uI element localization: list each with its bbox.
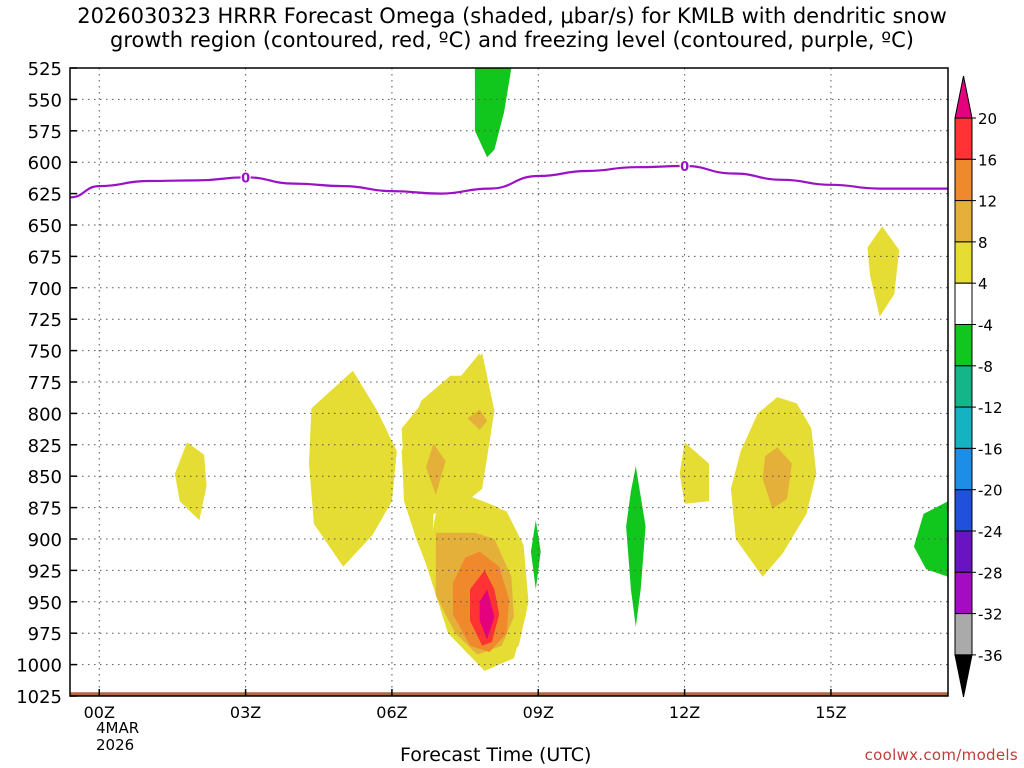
chart-title-line2: growth region (contoured, red, ºC) and f… [110,28,914,52]
freezing-level-label-bg-1 [679,159,690,172]
colorbar-label: -4 [978,317,993,335]
x-axis-title: Forecast Time (UTC) [400,744,592,766]
x-tick-label: 09Z [523,703,554,722]
y-tick-label: 1025 [16,687,62,708]
y-tick-label: 1000 [16,656,62,677]
colorbar-swatch [954,530,973,573]
colorbar-swatch [954,365,973,408]
y-tick-label: 775 [28,373,62,394]
omega-shading-layer [174,68,948,671]
init-date-day: 4MAR [96,719,140,737]
rising-omega-955mb-20plus [479,589,495,640]
y-tick-label: 550 [28,90,62,111]
y-tick-label: 975 [28,624,62,645]
colorbar-swatch [954,117,973,160]
x-tick-label: 06Z [376,703,407,722]
colorbar-label: -32 [978,606,1003,624]
x-tick-label: 00Z [84,703,115,722]
sinking-omega-900mb-09z [530,520,541,590]
y-tick-label: 850 [28,467,62,488]
colorbar-label: 16 [978,151,997,169]
colorbar-label: -12 [978,399,1003,417]
rising-omega-850mb-01z [174,442,207,521]
colorbar-swatch [954,489,973,532]
init-date-label: 4MAR 2026 [96,720,139,754]
colorbar-swatch [954,447,973,491]
y-axis: 525 550 575 600 625 650 675 700 725 750 775 800 825 8… [16,59,77,708]
colorbar-swatch [954,613,973,656]
init-date-year: 2026 [96,736,135,754]
colorbar-bottom-arrow [954,654,973,697]
y-tick-label: 950 [28,593,62,614]
x-axis: 00Z 03Z 06Z 09Z 12Z 15Z [84,689,847,722]
y-tick-label: 575 [28,122,62,143]
colorbar-label: 8 [978,234,988,252]
freezing-level-layer: 00 [70,159,948,199]
freezing-level-line [70,164,948,199]
rising-omega-680mb-16z [867,226,900,317]
credit-link[interactable]: coolwx.com/models [864,746,1018,764]
colorbar-label: -8 [978,358,993,376]
colorbar-swatch [954,324,973,367]
grid-layer [70,68,948,696]
freezing-level-label: 0 [241,171,250,186]
sinking-omega-900mb-11z [626,466,646,627]
chart-title: 2026030323 HRRR Forecast Omega (shaded, … [0,4,1024,52]
colorbar-swatch [954,200,973,243]
colorbar-label: -20 [978,482,1003,500]
y-tick-label: 725 [28,310,62,331]
freezing-level-label: 0 [680,160,689,175]
colorbar-label: 12 [978,193,997,211]
colorbar-swatch [954,571,973,615]
colorbar-label: -16 [978,440,1003,458]
rising-omega-800mb-8-12 [467,409,488,430]
x-tick-label: 03Z [230,703,261,722]
sinking-omega-900mb-17z [913,501,948,577]
y-tick-label: 875 [28,499,62,520]
y-tick-label: 675 [28,247,62,268]
y-tick-label: 800 [28,404,62,425]
y-tick-label: 900 [28,530,62,551]
colorbar-swatch [954,406,973,449]
x-tick-label: 15Z [815,703,846,722]
colorbar: 20 16 12 8 4 -4 -8 -12 -16 -20 -24 -28 -32 -36 [954,75,1003,697]
surface-terrain-layer [70,692,948,696]
y-tick-label: 825 [28,436,62,457]
x-tick-label: 12Z [669,703,700,722]
colorbar-swatch [954,158,973,202]
rising-omega-835mb-8-12 [426,443,446,495]
chart-title-line1: 2026030323 HRRR Forecast Omega (shaded, … [77,4,947,28]
colorbar-swatch [954,282,973,326]
y-tick-label: 925 [28,561,62,582]
freezing-level-label-bg-0 [240,171,251,184]
colorbar-label: -24 [978,523,1003,541]
rising-omega-850mb-14z-8-12 [762,447,792,509]
colorbar-label: -36 [978,647,1003,665]
surface-terrain [70,692,948,696]
colorbar-label: 20 [978,110,997,128]
rising-omega-840mb-05z [309,370,397,567]
y-tick-label: 625 [28,185,62,206]
sinking-omega-560mb [474,68,512,158]
colorbar-label: -28 [978,564,1003,582]
colorbar-label: 4 [978,275,988,293]
y-tick-label: 600 [28,153,62,174]
y-tick-label: 650 [28,216,62,237]
y-tick-label: 700 [28,279,62,300]
y-tick-label: 750 [28,342,62,363]
y-tick-label: 525 [28,59,62,80]
rising-omega-860mb-12z [679,442,709,504]
colorbar-swatch [954,241,973,284]
colorbar-top-arrow [954,75,973,119]
